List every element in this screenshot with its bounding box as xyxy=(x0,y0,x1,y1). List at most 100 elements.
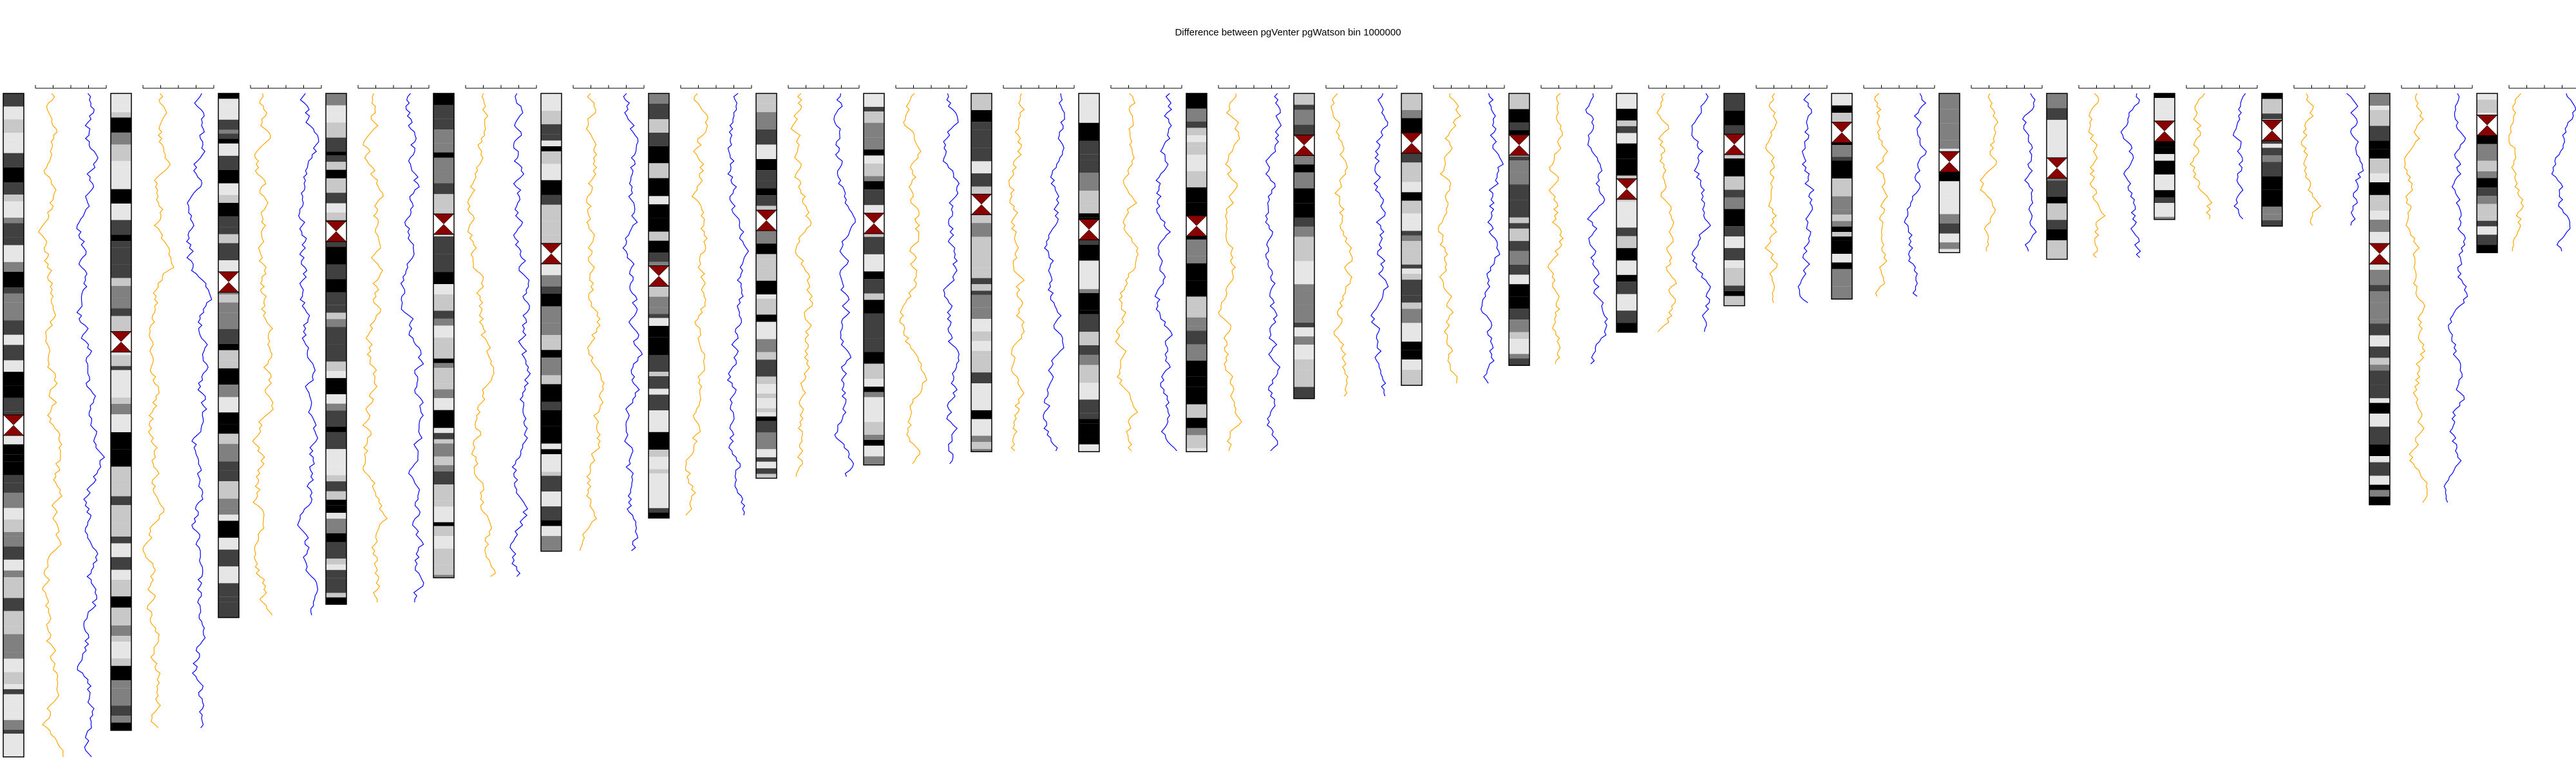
chromosome-3-outline xyxy=(218,93,240,618)
centromere-notch xyxy=(1294,135,1304,156)
chromosome-band xyxy=(756,195,777,206)
chromosome-band xyxy=(218,115,239,120)
chromosome-band xyxy=(111,112,131,118)
chromosome-band xyxy=(1401,162,1422,177)
chromosome-band xyxy=(541,164,562,180)
chromosome-band xyxy=(864,379,884,387)
chromosome-band xyxy=(2369,490,2390,497)
chromosome-band xyxy=(1294,284,1314,292)
chromosome-band xyxy=(1401,359,1422,370)
chromosome-band xyxy=(2047,137,2067,155)
chromosome-band xyxy=(433,194,454,210)
chromosome-band xyxy=(756,468,777,474)
chromosome-band xyxy=(649,178,669,196)
chromosome-band xyxy=(111,370,131,381)
chromosome-band xyxy=(2154,147,2175,155)
chromosome-band xyxy=(1832,145,1852,157)
chromosome-band xyxy=(1079,173,1099,191)
chromosome-band xyxy=(1401,213,1422,225)
chromosome-band xyxy=(2369,106,2390,110)
chromosome-band xyxy=(1724,189,1745,198)
centromere-notch xyxy=(659,265,669,287)
chromosome-band xyxy=(2047,196,2067,204)
chromosome-band xyxy=(2369,319,2390,324)
chromosome-band xyxy=(218,566,239,584)
chromosome-band xyxy=(756,144,777,159)
chromosome-band xyxy=(1509,354,1530,359)
chromosome-band xyxy=(649,354,669,372)
chromosome-band xyxy=(2369,462,2390,476)
chromosome-band xyxy=(1079,345,1099,355)
chromosome-band xyxy=(3,139,24,153)
chromosome-band xyxy=(1401,93,1422,110)
chromosome-band xyxy=(433,522,454,526)
chromosome-band xyxy=(1724,248,1745,261)
chromosome-band xyxy=(1832,215,1852,222)
chromosome-band xyxy=(1294,93,1314,105)
chromosome-band xyxy=(433,443,454,457)
centromere-notch xyxy=(2369,243,2380,265)
chromosome-band xyxy=(111,403,131,415)
chromosome-band xyxy=(3,689,24,694)
chromosome-band xyxy=(541,93,562,111)
chromosome-band xyxy=(326,137,346,152)
orange-signal-track-12 xyxy=(1218,93,1242,452)
chromosome-band xyxy=(1509,309,1530,320)
chromosome-band xyxy=(1401,264,1422,269)
chromosome-18-outline xyxy=(1831,93,1853,300)
chromosome-band xyxy=(1079,289,1099,294)
chromosome-band xyxy=(649,376,669,389)
chromosome-band xyxy=(1509,172,1530,185)
chromosome-band xyxy=(2369,484,2390,490)
blue-signal-track-22 xyxy=(2346,93,2364,226)
chromosome-band xyxy=(111,543,131,557)
chromosome-band xyxy=(218,343,239,350)
chromosome-band xyxy=(111,569,131,580)
chromosome-band xyxy=(756,352,777,360)
chromosome-band xyxy=(433,433,454,439)
chromosome-band xyxy=(1401,200,1422,214)
chromosome-band xyxy=(971,394,992,410)
chromosome-band xyxy=(2369,110,2390,126)
chromosome-band xyxy=(864,414,884,423)
chromosome-band xyxy=(218,99,239,106)
chromosome-band xyxy=(756,298,777,315)
orange-signal-track-22 xyxy=(2300,93,2322,226)
chromosome-band xyxy=(326,558,346,565)
chromosome-band xyxy=(326,105,346,113)
chromosome-band xyxy=(111,308,131,316)
chromosome-band xyxy=(433,341,454,359)
chromosome-band xyxy=(756,271,777,281)
chromosome-band xyxy=(1294,110,1314,125)
chromosome-band xyxy=(3,672,24,684)
chromosome-band xyxy=(111,278,131,286)
chromosome-band xyxy=(433,157,454,173)
chromosome-band xyxy=(1939,181,1960,198)
chromosome-band xyxy=(649,372,669,377)
chromosome-band xyxy=(1401,231,1422,236)
blue-signal-track-2 xyxy=(185,93,213,729)
centromere-notch xyxy=(971,194,981,215)
centromere-notch xyxy=(1734,134,1745,155)
chromosome-band xyxy=(2369,426,2390,445)
chromosome-band xyxy=(2477,160,2497,171)
chromosome-band xyxy=(1186,448,1207,452)
chromosome-band xyxy=(326,481,346,491)
chromosome-band xyxy=(2154,216,2175,220)
chromosome-band xyxy=(864,323,884,339)
chromosome-band xyxy=(326,432,346,450)
chromosome-band xyxy=(433,254,454,272)
chromosome-band xyxy=(326,578,346,593)
chromosome-band xyxy=(541,491,562,499)
chromosome-band xyxy=(111,536,131,544)
chromosome-band xyxy=(433,536,454,549)
chromosome-band xyxy=(756,112,777,129)
chromosome-band xyxy=(111,596,131,608)
chromosome-band xyxy=(649,508,669,513)
chromosome-band xyxy=(541,443,562,450)
chromosome-band xyxy=(864,293,884,300)
chromosome-band xyxy=(1939,242,1960,249)
centromere-notch xyxy=(874,213,884,234)
chromosome-band xyxy=(2047,108,2067,120)
orange-signal-track-18 xyxy=(1874,93,1888,297)
